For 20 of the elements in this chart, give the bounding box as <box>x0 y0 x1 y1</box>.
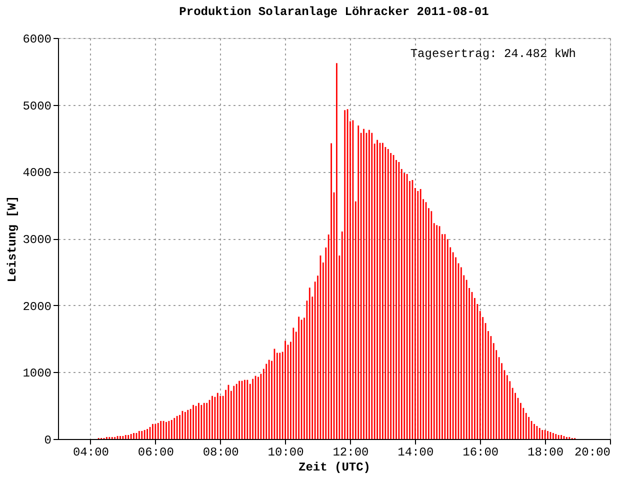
x-tick-label: 04:00 <box>72 446 109 460</box>
y-tick-label: 2000 <box>22 300 52 314</box>
x-tick-label: 10:00 <box>268 446 304 460</box>
y-tick-label: 5000 <box>22 99 52 114</box>
y-axis-title: Leistung [W] <box>6 196 20 282</box>
x-axis-title: Zeit (UTC) <box>298 460 371 474</box>
y-tick-label: 1000 <box>22 366 52 381</box>
x-tick-label: 06:00 <box>138 446 174 460</box>
x-tick-label: 14:00 <box>398 446 434 460</box>
x-tick-label: 18:00 <box>528 446 564 460</box>
y-tick-label: 6000 <box>22 32 52 46</box>
x-tick-label: 20:00 <box>574 446 610 460</box>
x-tick-label: 16:00 <box>462 446 499 460</box>
annotation: Tagesertrag: 24.482 kWh <box>410 47 576 61</box>
x-tick-label: 08:00 <box>202 446 239 460</box>
x-tick-label: 12:00 <box>332 446 369 460</box>
y-tick-label: 3000 <box>22 233 52 247</box>
y-tick-label: 4000 <box>22 166 52 180</box>
chart-title: Produktion Solaranlage Löhracker 2011-08-01 <box>179 5 489 19</box>
y-tick-label: 0 <box>44 434 52 448</box>
